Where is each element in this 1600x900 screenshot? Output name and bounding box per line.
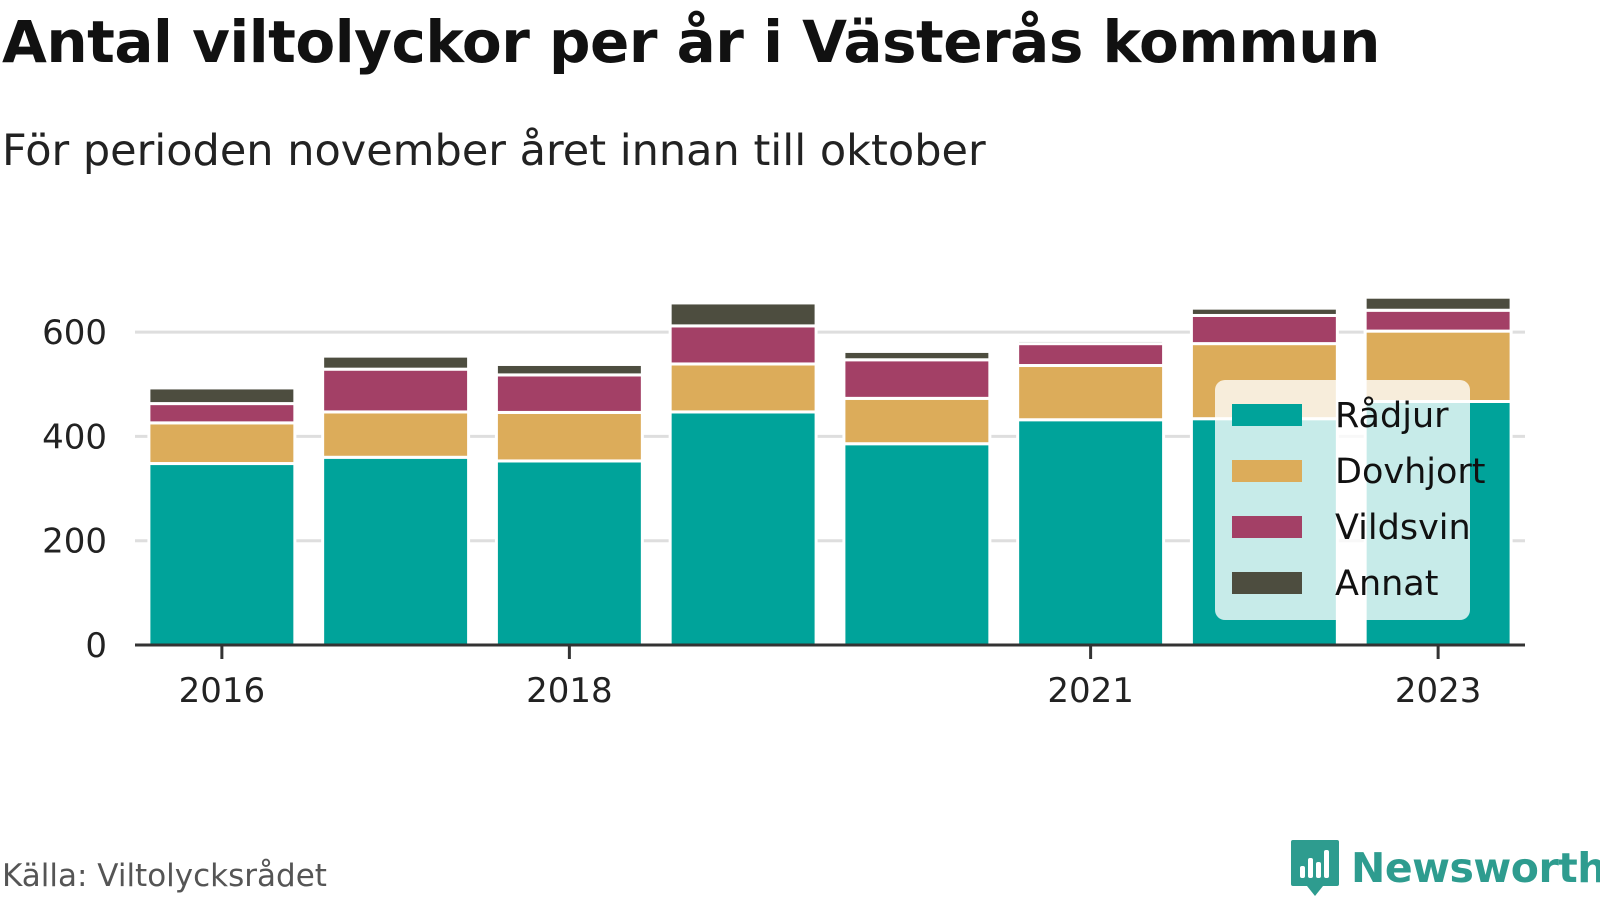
bar-segment: 2019 Annat: 44 [668,301,818,328]
bar-segment: 2019 Vildsvin: 73 [668,324,818,366]
bar-segment: 2017 Rådjur: 360 [321,455,471,647]
bar-segment: 2018 Rådjur: 353 [494,459,644,647]
bar-segment: 2018 Vildsvin: 72 [494,373,644,414]
bar-segment: 2021 Annat: 6 [1016,338,1166,346]
y-tick-label: 200 [42,522,107,562]
chart-title: Antal viltolyckor per år i Västerås komm… [2,8,1380,76]
legend-swatch [1232,404,1302,426]
brand-name: Newsworthy [1351,844,1600,892]
source-note: Källa: Viltolycksrådet [2,858,327,894]
brand-logo: Newsworthy [1291,840,1600,898]
bar-segment: 2017 Vildsvin: 82 [321,367,471,414]
x-tick-label: 2023 [1395,671,1482,711]
bar-segment: 2023 Vildsvin: 40 [1363,308,1513,333]
bar-segment: 2020 Vildsvin: 74 [842,358,992,400]
bar-segment: 2022 Vildsvin: 54 [1189,313,1339,346]
bar-segment: 2016 Dovhjort: 78 [147,421,297,466]
bar-segment: 2016 Vildsvin: 37 [147,402,297,425]
legend-label: Annat [1335,564,1438,604]
x-tick-label: 2016 [179,671,266,711]
bar-segment: 2021 Dovhjort: 104 [1016,364,1166,422]
y-tick-label: 400 [42,417,107,457]
bar-segment: 2017 Annat: 25 [321,354,471,371]
bar-segment: 2020 Dovhjort: 87 [842,396,992,446]
bar-segment: 2020 Annat: 16 [842,349,992,362]
bar-segment: 2016 Rådjur: 348 [147,462,297,647]
legend-label: Dovhjort [1335,452,1486,492]
y-tick-label: 600 [42,313,107,353]
bar-segment: 2019 Rådjur: 447 [668,410,818,647]
legend-label: Vildsvin [1335,508,1471,548]
bar-segment: 2021 Rådjur: 432 [1016,418,1166,647]
bar-segment: 2018 Annat: 20 [494,362,644,377]
y-tick-label: 0 [85,626,107,666]
legend-swatch [1232,460,1302,482]
bar-segment: 2016 Annat: 30 [147,386,297,406]
newsworthy-logo-icon [1291,840,1339,896]
bar-segment: 2017 Dovhjort: 87 [321,410,471,459]
legend-label: Rådjur [1335,395,1449,436]
bar-segment: 2022 Annat: 14 [1189,306,1339,317]
x-tick-label: 2018 [526,671,613,711]
legend-swatch [1232,572,1302,594]
legend-box [1215,380,1470,620]
bar-segment: 2023 Annat: 25 [1363,295,1513,312]
x-tick-label: 2021 [1047,671,1134,711]
bar-segment: 2019 Dovhjort: 92 [668,362,818,414]
bar-segment: 2020 Rådjur: 386 [842,442,992,647]
bar-segment: 2018 Dovhjort: 93 [494,410,644,463]
legend-swatch [1232,516,1302,538]
chart-subtitle: För perioden november året innan till ok… [2,126,986,176]
bar-segment: 2021 Vildsvin: 42 [1016,342,1166,368]
